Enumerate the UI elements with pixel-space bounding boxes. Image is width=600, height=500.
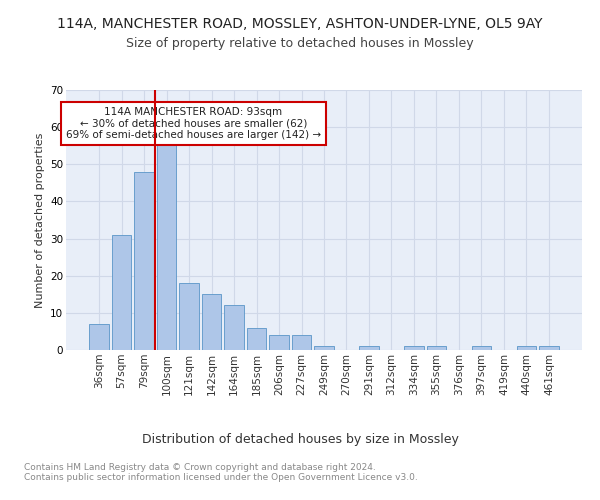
- Text: 114A MANCHESTER ROAD: 93sqm
← 30% of detached houses are smaller (62)
69% of sem: 114A MANCHESTER ROAD: 93sqm ← 30% of det…: [66, 106, 321, 140]
- Bar: [472, 346, 491, 350]
- Bar: [269, 335, 289, 350]
- Bar: [517, 346, 536, 350]
- Bar: [202, 294, 221, 350]
- Bar: [224, 306, 244, 350]
- Bar: [247, 328, 266, 350]
- Text: Distribution of detached houses by size in Mossley: Distribution of detached houses by size …: [142, 432, 458, 446]
- Text: Contains HM Land Registry data © Crown copyright and database right 2024.
Contai: Contains HM Land Registry data © Crown c…: [24, 462, 418, 482]
- Text: Size of property relative to detached houses in Mossley: Size of property relative to detached ho…: [126, 38, 474, 51]
- Bar: [89, 324, 109, 350]
- Bar: [292, 335, 311, 350]
- Bar: [112, 235, 131, 350]
- Bar: [404, 346, 424, 350]
- Bar: [134, 172, 154, 350]
- Bar: [539, 346, 559, 350]
- Bar: [427, 346, 446, 350]
- Y-axis label: Number of detached properties: Number of detached properties: [35, 132, 44, 308]
- Bar: [359, 346, 379, 350]
- Bar: [314, 346, 334, 350]
- Text: 114A, MANCHESTER ROAD, MOSSLEY, ASHTON-UNDER-LYNE, OL5 9AY: 114A, MANCHESTER ROAD, MOSSLEY, ASHTON-U…: [57, 18, 543, 32]
- Bar: [157, 138, 176, 350]
- Bar: [179, 283, 199, 350]
